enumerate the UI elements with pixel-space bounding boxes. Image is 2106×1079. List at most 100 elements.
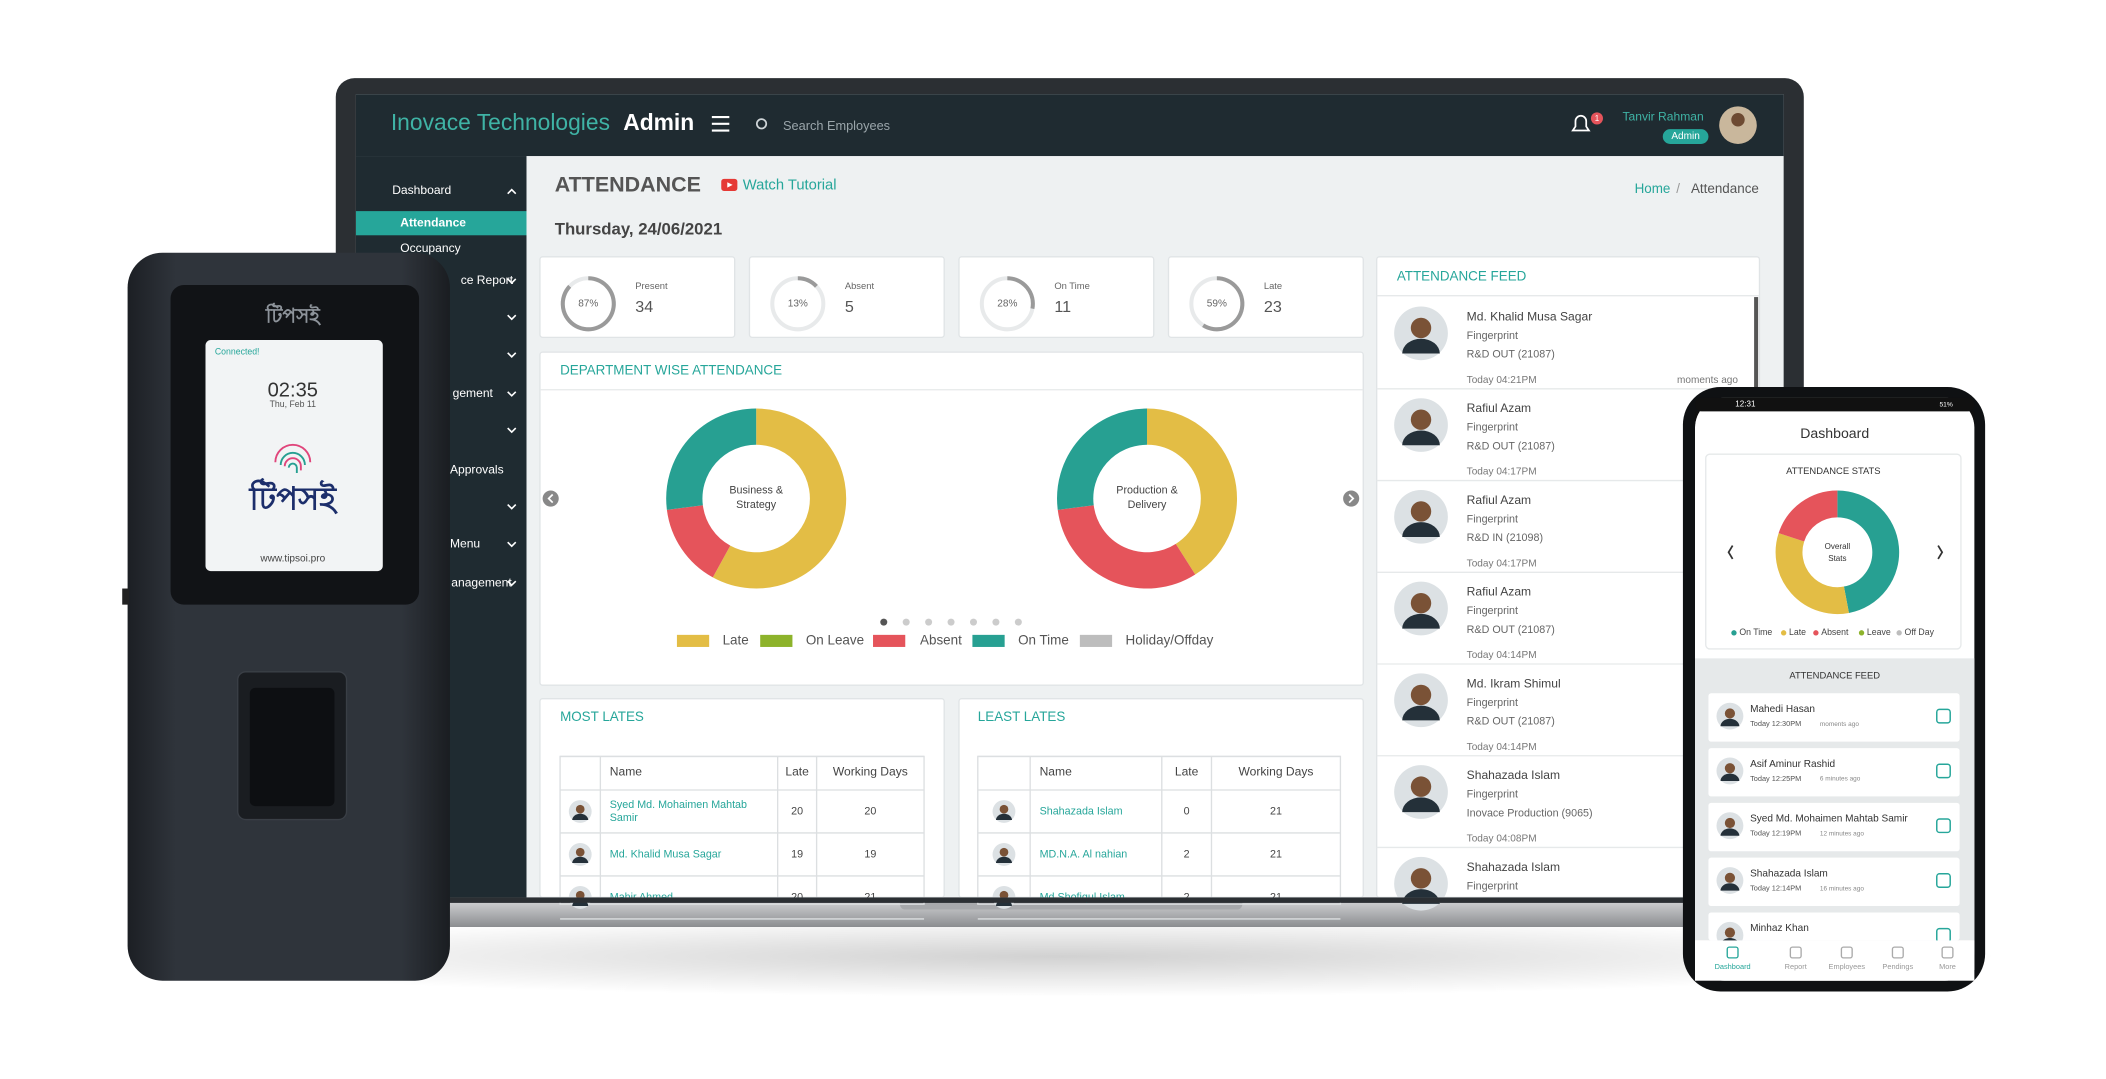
avatar-head — [1410, 592, 1432, 614]
donut-label: Production & — [1116, 484, 1177, 496]
legend-label: On Time — [1739, 627, 1772, 637]
sidebar-active[interactable] — [355, 211, 527, 236]
feed-name: Syed Md. Mohaimen Mahtab Samir — [1750, 814, 1908, 825]
carousel-dot[interactable] — [947, 618, 955, 626]
feed-name: Md. Khalid Musa Sagar — [1467, 309, 1593, 323]
feed-name: Shahazada Islam — [1750, 868, 1828, 879]
avatar-head — [1724, 708, 1736, 719]
floor-shadow — [120, 916, 2002, 997]
employee-name[interactable]: MD.N.A. Al nahian — [1040, 848, 1128, 860]
donut-segment — [1836, 490, 1900, 613]
sidebar-item[interactable]: gement — [453, 386, 494, 400]
sidebar-item[interactable]: Approvals — [450, 463, 504, 477]
nav-icon — [1891, 946, 1904, 959]
carousel-dot[interactable] — [925, 618, 933, 626]
nav-item[interactable]: Pendings — [1882, 962, 1913, 971]
feed-detail: Inovace Production (9065) — [1467, 807, 1593, 819]
bell-icon[interactable] — [1571, 114, 1591, 132]
employee-name[interactable]: Shahazada Islam — [1040, 805, 1123, 817]
menu-icon[interactable] — [711, 116, 730, 132]
feed-item[interactable] — [1708, 802, 1960, 852]
prev-chevron — [547, 493, 554, 504]
prev-arrow[interactable] — [542, 490, 559, 507]
late-count: 20 — [791, 891, 803, 903]
legend-label: Late — [1789, 627, 1806, 637]
ring-label: 87% — [578, 298, 598, 309]
carousel-dot[interactable] — [969, 618, 977, 626]
avatar-head — [1731, 113, 1745, 127]
sidebar-item[interactable]: ce Report — [461, 273, 514, 287]
feed-name: Shahazada Islam — [1467, 860, 1560, 874]
name-line: Syed Md. Mohaimen Mahtab — [610, 799, 747, 811]
feed-method: Fingerprint — [1467, 605, 1518, 617]
avatar-head — [575, 890, 585, 900]
avatar-body — [995, 856, 1012, 864]
legend-dot — [1813, 630, 1819, 636]
avatar-body — [995, 813, 1012, 821]
prev-arrow[interactable] — [1727, 545, 1734, 560]
feed-item[interactable] — [1708, 748, 1960, 797]
sidebar-item[interactable]: Occupancy — [400, 241, 461, 255]
breadcrumb: Attendance — [1691, 181, 1759, 196]
user-name: Tanvir Rahman — [1622, 109, 1703, 123]
sidebar-item[interactable]: Dashboard — [392, 183, 451, 197]
nav-icon — [1840, 946, 1853, 959]
employee-name[interactable]: Md. Khalid Musa Sagar — [610, 848, 722, 860]
legend-label: Off Day — [1905, 627, 1935, 637]
feed-time: Today 12:19PM — [1750, 829, 1801, 838]
donut-label: Business & — [729, 484, 783, 496]
feed-item[interactable] — [1708, 912, 1960, 941]
stat-value: 5 — [845, 298, 854, 316]
sidebar-item[interactable]: Attendance — [400, 215, 466, 229]
feed-time: Today 04:14PM — [1467, 742, 1537, 753]
sidebar-item[interactable]: Menu — [450, 536, 480, 550]
avatar-body — [1402, 705, 1440, 721]
avatar-body — [1402, 613, 1440, 629]
working-days: 21 — [1270, 805, 1282, 817]
avatar-head — [1410, 317, 1432, 339]
nav-item[interactable]: Report — [1785, 962, 1807, 971]
nav-item[interactable]: Employees — [1829, 962, 1866, 971]
chevron — [507, 504, 517, 510]
tutorial-link[interactable]: Watch Tutorial — [743, 177, 837, 193]
feed-detail: R&D OUT (21087) — [1467, 716, 1555, 728]
donut-label: Stats — [1828, 554, 1846, 563]
feed-time: Today 04:08PM — [1467, 834, 1537, 845]
nav-item[interactable]: Dashboard — [1715, 962, 1751, 971]
carousel-dot[interactable] — [992, 618, 1000, 626]
carousel-dot[interactable] — [1014, 618, 1022, 626]
working-days: 19 — [864, 848, 876, 860]
stats-card — [1705, 453, 1962, 650]
nav-bar-cover — [1695, 940, 1975, 970]
feed-method: Fingerprint — [1467, 513, 1518, 525]
employee-name[interactable]: Md Shofiqul Islam — [1040, 891, 1125, 903]
ring-progress — [1202, 276, 1245, 332]
table-header: Late — [785, 765, 809, 779]
avatar-body — [1402, 338, 1440, 354]
employee-name[interactable]: Mahir Ahmed — [610, 891, 673, 903]
carousel-dot[interactable] — [880, 618, 888, 626]
chevron — [507, 278, 517, 285]
next-arrow[interactable] — [1343, 490, 1360, 507]
donut-segment — [666, 408, 757, 510]
nav-item[interactable]: More — [1939, 962, 1956, 971]
employee-name[interactable]: Syed Md. Mohaimen Mahtab Samir — [610, 799, 747, 824]
feed-item[interactable] — [1708, 693, 1960, 742]
badge — [1590, 112, 1604, 125]
carousel-dot[interactable] — [902, 618, 910, 626]
chevron — [507, 580, 517, 587]
legend-dot — [1780, 630, 1787, 636]
feed-method: Fingerprint — [1467, 789, 1518, 801]
avatar-head — [575, 804, 585, 814]
donut-label: Delivery — [1128, 499, 1167, 511]
feed-item[interactable] — [1708, 857, 1960, 907]
breadcrumb[interactable]: Home — [1635, 181, 1671, 196]
sidebar-item[interactable]: anagement — [451, 575, 512, 589]
role-badge — [1662, 129, 1709, 144]
donut-segment — [666, 504, 731, 578]
next-arrow[interactable] — [1937, 545, 1944, 560]
scrollbar — [1754, 297, 1759, 392]
late-count: 19 — [791, 848, 803, 860]
